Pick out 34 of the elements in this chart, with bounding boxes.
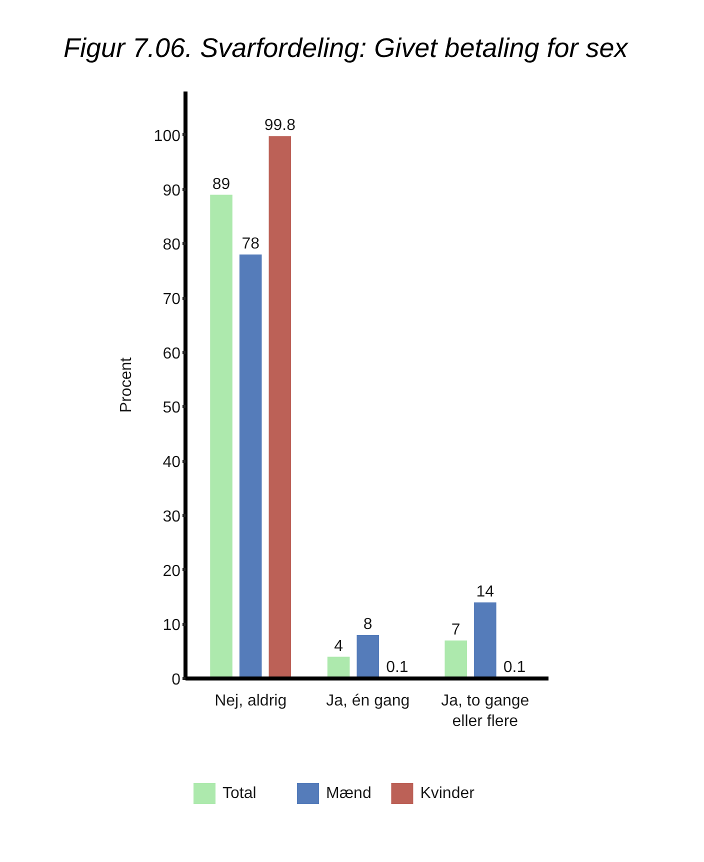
- bar: [474, 602, 496, 678]
- data-label: 8: [363, 616, 372, 634]
- bar: [210, 194, 232, 678]
- bar: [444, 640, 467, 678]
- legend-label: Total: [222, 785, 256, 802]
- data-label: 4: [334, 638, 344, 655]
- data-label: 99.8: [264, 117, 296, 134]
- y-tick-label: 50: [162, 400, 181, 417]
- y-tick-label: 60: [162, 345, 181, 362]
- data-label: 7: [451, 621, 460, 638]
- chart-title: Figur 7.06. Svarfordeling: Givet betaling for sex: [64, 33, 630, 63]
- legend-label: Mænd: [326, 785, 372, 802]
- bar: [239, 254, 262, 678]
- x-tick-label: Nej, aldrig: [214, 692, 287, 710]
- x-tick-label: Ja, to gange eller flere: [441, 692, 530, 730]
- data-label: 78: [242, 236, 260, 253]
- x-tick-label: Ja, én gang: [326, 692, 410, 710]
- data-label: 89: [212, 176, 230, 193]
- y-tick-label: 100: [154, 128, 181, 145]
- y-tick-label: 10: [162, 617, 181, 634]
- y-tick-label: 0: [172, 672, 181, 688]
- y-tick-label: 20: [162, 562, 181, 580]
- data-label: 0.1: [503, 658, 526, 676]
- y-tick-label: 70: [162, 291, 181, 308]
- y-tick-label: 40: [162, 454, 181, 472]
- y-axis-title: Procent: [118, 356, 135, 413]
- legend-label: Kvinder: [420, 785, 476, 802]
- data-label: 14: [476, 583, 494, 600]
- data-label: 0.1: [386, 658, 408, 676]
- bar: [268, 136, 292, 678]
- y-tick-label: 30: [162, 508, 181, 526]
- y-tick-label: 80: [162, 236, 181, 254]
- bar: [356, 635, 380, 678]
- y-tick-label: 90: [162, 182, 181, 200]
